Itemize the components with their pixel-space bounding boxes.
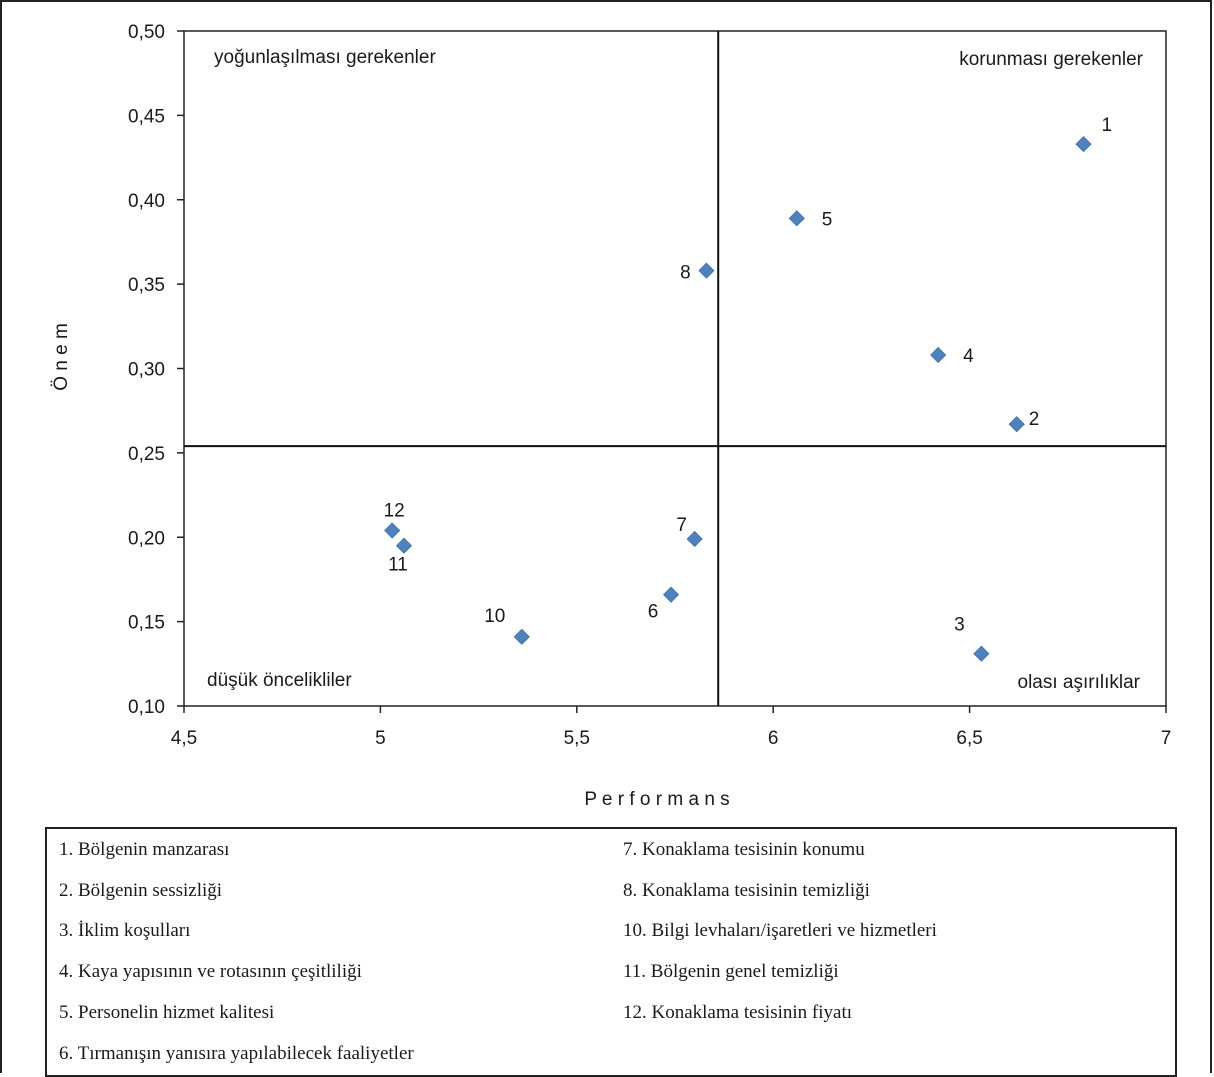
data-point-label: 7 <box>676 515 687 536</box>
data-point-marker <box>686 530 703 548</box>
data-point-label: 12 <box>384 501 405 522</box>
y-tick-label: 0,50 <box>128 22 165 43</box>
x-axis: 4,5 5 5,5 6 6,5 7 <box>171 706 1172 749</box>
legend-item: 4. Kaya yapısının ve rotasının çeşitlili… <box>59 961 362 983</box>
quadrant-label-top-left: yoğunlaşılması gerekenler <box>214 47 436 68</box>
legend-item: 6. Tırmanışın yanısıra yapılabilecek faa… <box>59 1042 414 1064</box>
legend-item: 8. Konaklama tesisinin temizliği <box>623 879 870 901</box>
legend-box: 1. Bölgenin manzarası 2. Bölgenin sessizl… <box>45 827 1177 1077</box>
y-tick-label: 0,40 <box>128 191 165 212</box>
y-tick-label: 0,10 <box>128 697 165 718</box>
data-point-label: 11 <box>388 555 408 576</box>
data-point-label: 1 <box>1102 115 1113 136</box>
legend-item: 11. Bölgenin genel temizliği <box>623 961 839 983</box>
data-point-marker <box>1008 416 1025 433</box>
data-point-label: 3 <box>954 615 965 636</box>
quadrant-label-bottom-right: olası aşırılıklar <box>1018 672 1141 693</box>
legend-item: 7. Konaklama tesisinin konumu <box>623 839 865 860</box>
data-point-label: 8 <box>680 263 691 284</box>
data-point-label: 6 <box>648 602 659 623</box>
data-point-label: 2 <box>1029 409 1040 430</box>
data-point-marker <box>698 262 715 279</box>
data-point-marker <box>395 537 413 554</box>
y-tick-label: 0,15 <box>128 613 165 634</box>
data-point-marker <box>513 628 530 645</box>
y-axis-title: Ö n e m <box>51 323 72 391</box>
plot-area <box>183 30 1167 707</box>
data-point-marker <box>788 210 805 227</box>
y-tick-label: 0,35 <box>128 275 165 296</box>
x-tick-label: 4,5 <box>171 728 197 749</box>
x-tick-label: 5 <box>375 728 386 749</box>
y-tick-label: 0,25 <box>128 444 165 465</box>
x-tick-label: 5,5 <box>564 728 590 749</box>
y-tick-label: 0,45 <box>128 106 165 127</box>
x-tick-label: 6,5 <box>956 728 982 749</box>
legend-item: 5. Personelin hizmet kalitesi <box>59 1001 275 1023</box>
legend-item: 2. Bölgenin sessizliği <box>59 879 223 901</box>
quadrant-label-bottom-left: düşük öncelikliler <box>207 670 352 691</box>
data-point-marker <box>930 346 947 364</box>
y-axis: 0,10 0,15 0,20 0,25 0,30 0,35 0,40 0,45 0,50 <box>128 22 184 718</box>
x-axis-title: P e r f o r m a n s <box>584 789 729 810</box>
data-point-marker <box>973 645 990 662</box>
legend-item: 10. Bilgi levhaları/işaretleri ve hizmet… <box>623 920 937 942</box>
y-tick-label: 0,20 <box>128 528 165 549</box>
scatter-chart: 0,10 0,15 0,20 0,25 0,30 0,35 0,40 0,45 0,50 4,5… <box>51 22 1172 810</box>
data-point-label: 4 <box>963 346 974 367</box>
x-tick-label: 7 <box>1161 728 1172 749</box>
legend-item: 1. Bölgenin manzarası <box>59 839 230 860</box>
legend-item: 3. İklim koşulları <box>59 920 191 942</box>
data-point-marker <box>663 586 680 603</box>
data-point-label: 5 <box>822 209 833 230</box>
data-point-marker <box>1075 135 1092 153</box>
data-point-label: 10 <box>484 606 505 627</box>
data-point-marker <box>384 522 401 539</box>
y-tick-label: 0,30 <box>128 360 165 381</box>
quadrant-divider-lines <box>184 31 1166 706</box>
quadrant-labels: yoğunlaşılması gerekenler korunması gere… <box>207 47 1144 693</box>
legend-item: 12. Konaklama tesisinin fiyatı <box>623 1001 853 1023</box>
x-tick-label: 6 <box>768 728 779 749</box>
quadrant-label-top-right: korunması gerekenler <box>959 49 1143 70</box>
